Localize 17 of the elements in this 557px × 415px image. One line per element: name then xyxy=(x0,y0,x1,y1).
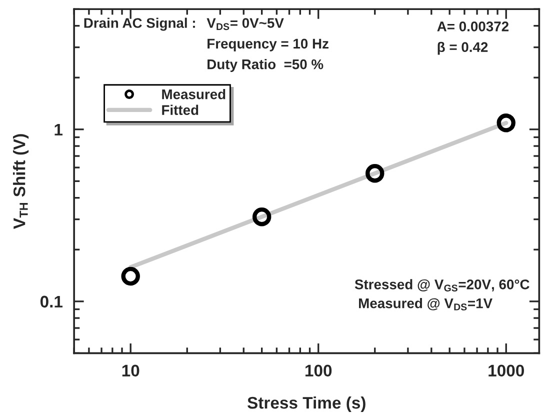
x-tick-label: 1000 xyxy=(488,364,524,377)
x-tick-label: 10 xyxy=(122,364,140,377)
x-axis-title: Stress Time (s) xyxy=(248,396,366,412)
x-tick-label: 100 xyxy=(306,364,332,377)
legend-label: Measured xyxy=(162,89,226,100)
annotation: Duty Ratio =50 % xyxy=(208,59,324,72)
annotation: A= 0.00372 xyxy=(437,22,509,32)
annotation: V$_{DS}$= 0V~5V xyxy=(206,18,284,30)
annotation: Drain AC Signal : xyxy=(84,18,195,31)
annotation: β = 0.42 xyxy=(438,42,488,55)
y-tick-label: 0.1 xyxy=(40,296,63,308)
annotation: Measured @ V$_{DS}$=1V xyxy=(359,298,492,310)
y-tick-label: 1 xyxy=(54,124,63,136)
annotation: Stressed @ V$_{GS}$=20V, 60°C xyxy=(354,279,530,292)
y-axis-title: V$_{TH}$ Shift (V) xyxy=(13,134,29,229)
annotation: Frequency = 10 Hz xyxy=(208,38,328,52)
legend-label: Fitted xyxy=(162,104,198,115)
